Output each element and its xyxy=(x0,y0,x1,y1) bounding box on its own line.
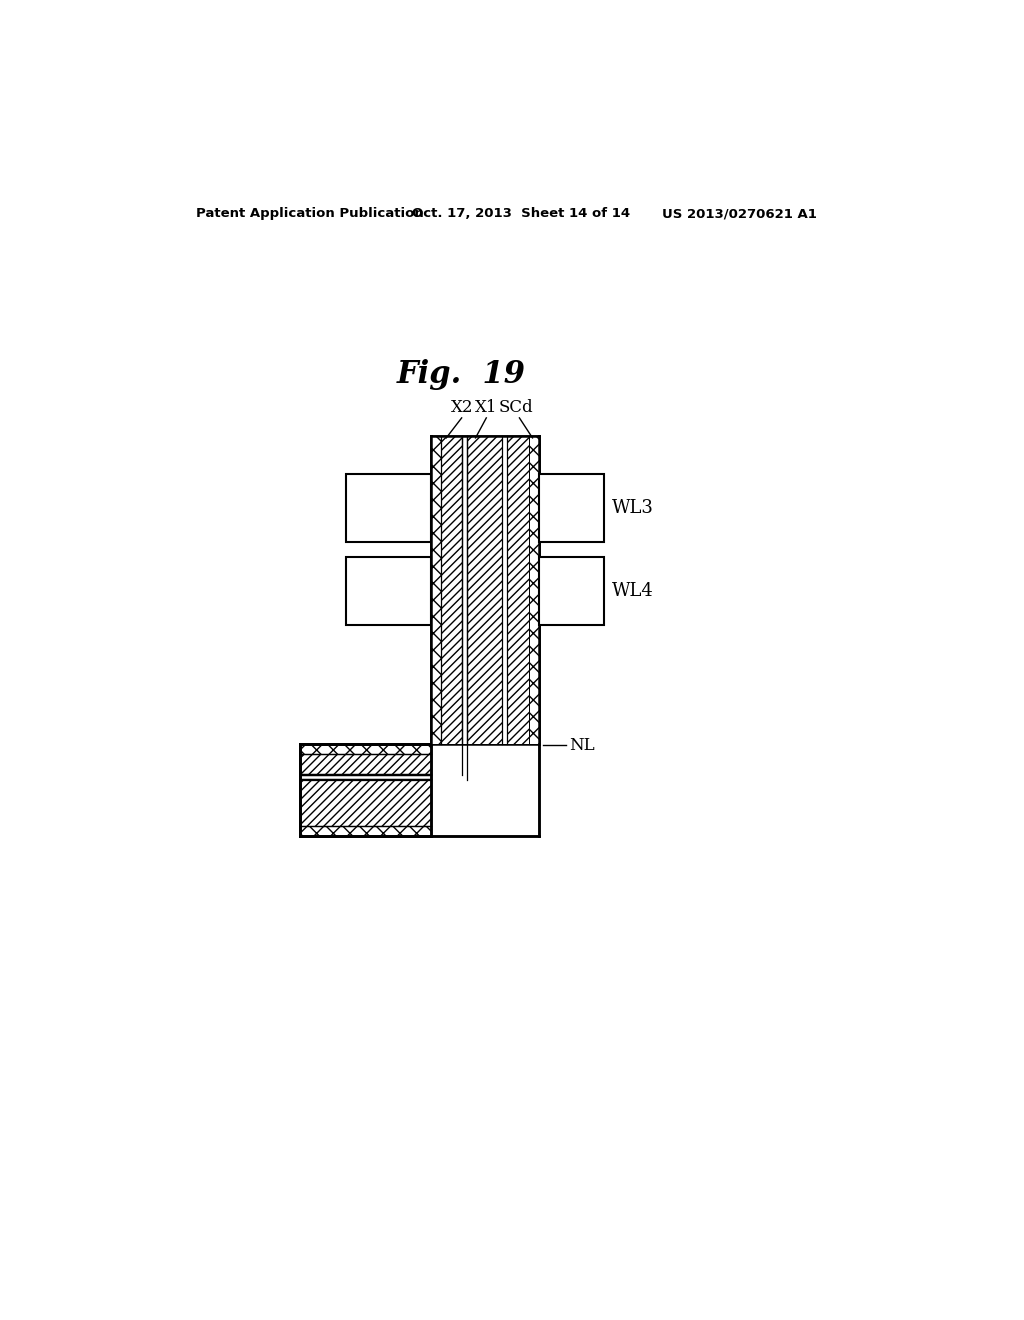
Bar xyxy=(431,436,539,743)
Bar xyxy=(346,474,431,543)
Bar xyxy=(507,436,528,743)
Text: SCd: SCd xyxy=(499,400,532,416)
Bar xyxy=(503,436,507,743)
Bar xyxy=(300,743,539,754)
Bar xyxy=(300,743,431,754)
Bar xyxy=(300,775,431,779)
Bar xyxy=(300,775,539,779)
Bar xyxy=(441,436,463,743)
Text: Patent Application Publication: Patent Application Publication xyxy=(196,207,424,220)
Bar xyxy=(539,474,604,543)
Bar xyxy=(463,436,467,743)
Text: X2: X2 xyxy=(451,400,473,416)
Text: US 2013/0270621 A1: US 2013/0270621 A1 xyxy=(662,207,817,220)
Bar xyxy=(467,436,503,743)
Bar xyxy=(300,743,431,836)
Bar xyxy=(507,436,528,743)
Text: NL: NL xyxy=(569,737,595,754)
Text: X1: X1 xyxy=(475,400,498,416)
Bar xyxy=(300,826,539,836)
Bar xyxy=(300,780,431,826)
Bar xyxy=(300,775,431,780)
Bar xyxy=(300,826,431,836)
Text: Oct. 17, 2013  Sheet 14 of 14: Oct. 17, 2013 Sheet 14 of 14 xyxy=(412,207,630,220)
Bar xyxy=(528,436,539,743)
Bar xyxy=(300,826,431,836)
Bar xyxy=(399,743,421,836)
Bar xyxy=(441,436,463,743)
Text: WL3: WL3 xyxy=(611,499,653,517)
Bar xyxy=(528,436,539,743)
Bar xyxy=(300,754,431,775)
Bar xyxy=(539,557,604,626)
Text: WL4: WL4 xyxy=(611,582,653,601)
Bar xyxy=(431,743,539,836)
Bar xyxy=(300,754,539,775)
Bar xyxy=(300,779,539,800)
Text: Fig.  19: Fig. 19 xyxy=(397,359,526,389)
Bar xyxy=(421,743,431,836)
Bar xyxy=(346,557,431,626)
Bar xyxy=(463,436,467,743)
Bar xyxy=(467,436,503,743)
Bar xyxy=(300,743,431,754)
Bar xyxy=(300,779,431,800)
Bar xyxy=(300,754,431,775)
Bar xyxy=(431,436,441,743)
Bar xyxy=(431,436,441,743)
